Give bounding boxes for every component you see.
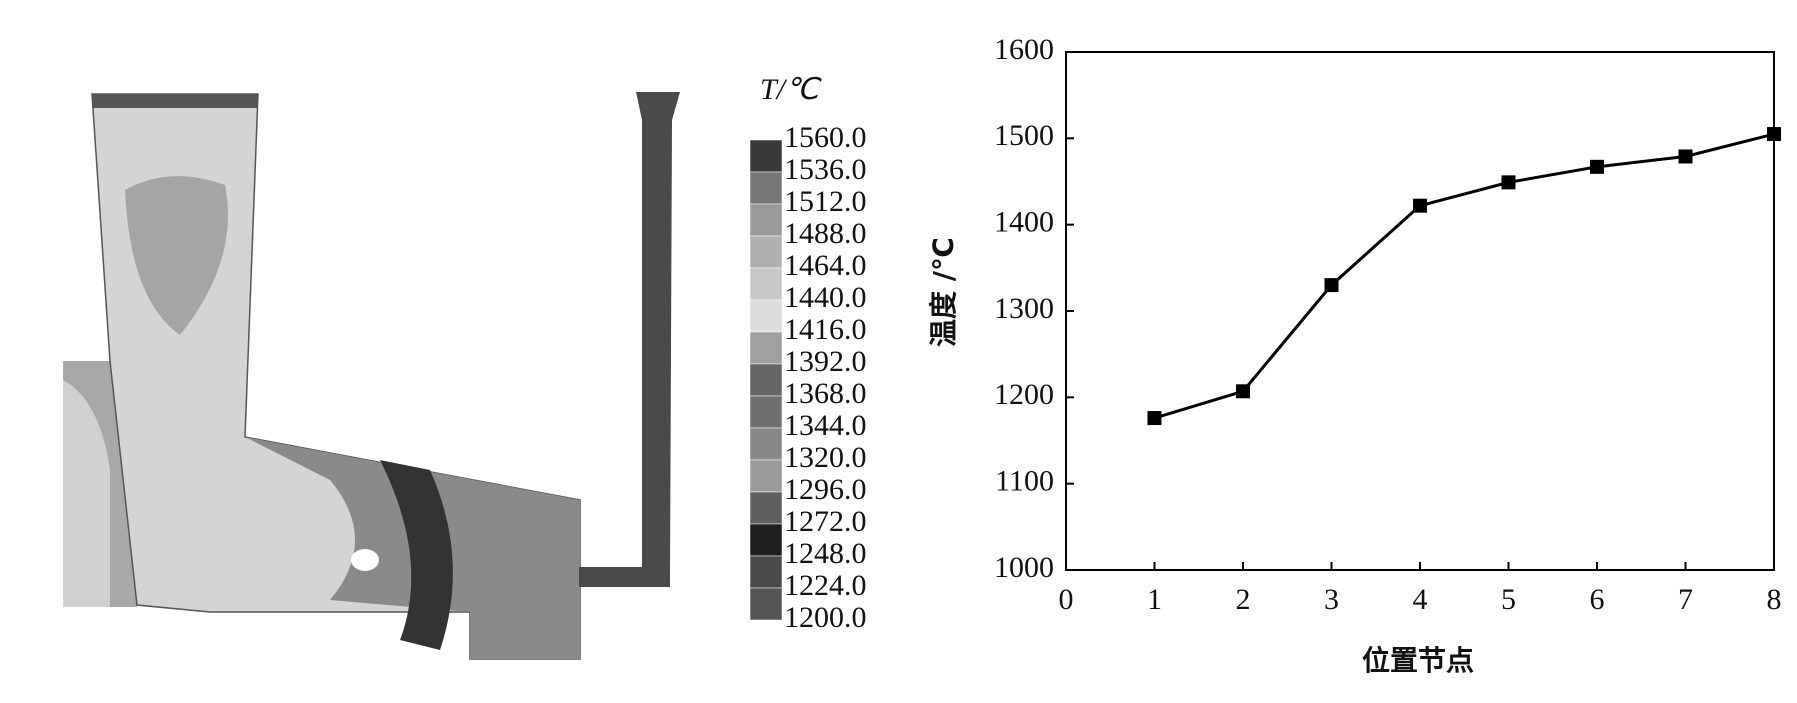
colorbar-label: 1392.0 bbox=[784, 345, 867, 378]
colorbar: 1560.01536.01512.01488.01464.01440.01416… bbox=[749, 121, 867, 634]
colorbar-label: 1296.0 bbox=[784, 473, 867, 506]
y-tick-label: 1400 bbox=[994, 206, 1054, 239]
x-axis-label: 位置节点 bbox=[1362, 644, 1474, 677]
colorbar-label: 1200.0 bbox=[784, 601, 867, 634]
inset-region bbox=[63, 380, 110, 607]
marker bbox=[1678, 149, 1693, 164]
x-tick-label: 5 bbox=[1501, 583, 1516, 616]
colorbar-swatch bbox=[749, 203, 783, 237]
x-tick-label: 6 bbox=[1590, 583, 1605, 616]
colorbar-label: 1440.0 bbox=[784, 281, 867, 314]
colorbar-label: 1224.0 bbox=[784, 569, 867, 602]
colorbar-swatch bbox=[749, 395, 783, 429]
x-tick-label: 7 bbox=[1678, 583, 1693, 616]
y-tick-label: 1000 bbox=[994, 551, 1054, 584]
colorbar-title: T/℃ bbox=[760, 73, 822, 106]
colorbar-swatch bbox=[749, 555, 783, 589]
simulation-image bbox=[63, 92, 680, 660]
x-tick-label: 3 bbox=[1324, 583, 1339, 616]
top-band bbox=[92, 94, 258, 108]
marker bbox=[1501, 175, 1516, 190]
colorbar-label: 1368.0 bbox=[784, 377, 867, 410]
y-tick-label: 1600 bbox=[994, 33, 1054, 66]
x-tick-label: 4 bbox=[1413, 583, 1428, 616]
colorbar-label: 1248.0 bbox=[784, 537, 867, 570]
marker bbox=[1413, 198, 1427, 213]
y-axis-label: 温度 /℃ bbox=[927, 237, 960, 347]
colorbar-swatch bbox=[749, 267, 783, 301]
x-tick-label: 2 bbox=[1236, 583, 1251, 616]
pipe-horizontal bbox=[579, 567, 670, 587]
colorbar-swatch bbox=[749, 427, 783, 461]
x-tick-label: 0 bbox=[1059, 583, 1074, 616]
cold-band bbox=[380, 460, 453, 650]
y-tick-label: 1300 bbox=[994, 292, 1054, 325]
colorbar-label: 1464.0 bbox=[784, 249, 867, 282]
colorbar-swatch bbox=[749, 171, 783, 205]
colorbar-label: 1560.0 bbox=[784, 121, 867, 154]
hot-core bbox=[125, 176, 228, 335]
marker bbox=[1236, 384, 1250, 399]
x-tick-label: 1 bbox=[1147, 583, 1162, 616]
y-tick-label: 1200 bbox=[994, 378, 1054, 411]
colorbar-swatch bbox=[749, 139, 783, 173]
colorbar-swatch bbox=[749, 235, 783, 269]
colorbar-swatch bbox=[749, 523, 783, 557]
colorbar-swatch bbox=[749, 459, 783, 493]
colorbar-label: 1344.0 bbox=[784, 409, 867, 442]
line bbox=[1154, 132, 1775, 420]
hole bbox=[351, 549, 379, 571]
colorbar-label: 1512.0 bbox=[784, 185, 867, 218]
colorbar-swatch bbox=[749, 363, 783, 397]
colorbar-swatch bbox=[749, 331, 783, 365]
marker bbox=[1590, 159, 1604, 174]
marker bbox=[1147, 411, 1162, 426]
colorbar-label: 1416.0 bbox=[784, 313, 867, 346]
colorbar-swatch bbox=[749, 299, 783, 333]
colorbar-label: 1536.0 bbox=[784, 153, 867, 186]
colorbar-label: 1488.0 bbox=[784, 217, 867, 250]
y-tick-label: 1100 bbox=[995, 465, 1054, 498]
colorbar-label: 1320.0 bbox=[784, 441, 867, 474]
colorbar-label: 1272.0 bbox=[784, 505, 867, 538]
pipe-vertical bbox=[636, 92, 680, 575]
marker bbox=[1324, 278, 1339, 293]
colorbar-swatch bbox=[749, 491, 783, 525]
y-tick-label: 1500 bbox=[994, 119, 1054, 152]
x-tick-label: 8 bbox=[1767, 583, 1782, 616]
plot-frame bbox=[1065, 51, 1775, 571]
marker bbox=[1767, 127, 1781, 142]
colorbar-swatch bbox=[749, 587, 783, 621]
